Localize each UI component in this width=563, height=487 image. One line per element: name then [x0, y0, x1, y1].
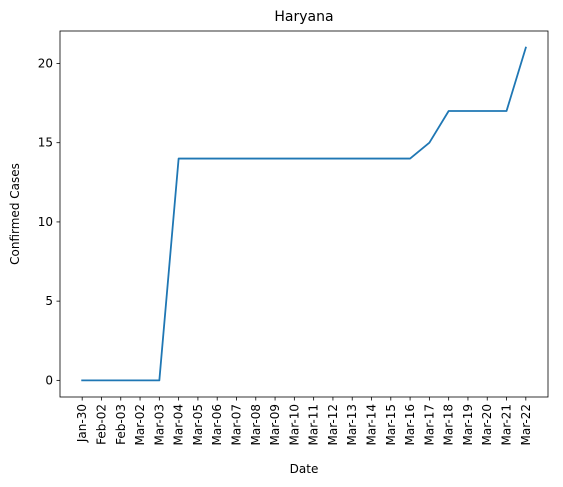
x-tick-label-17: Mar-16	[403, 404, 417, 445]
x-tick-label-14: Mar-13	[345, 404, 359, 445]
x-tick-label-18: Mar-17	[422, 404, 436, 445]
x-tick-label-4: Mar-03	[152, 404, 166, 445]
x-tick-label-5: Mar-04	[172, 404, 186, 445]
plot-area: 0 5 10 15 20 Jan-30 Feb-02 Feb-03 Mar-02 Mar-03 Ma…	[38, 30, 549, 445]
axes-frame	[59, 30, 549, 398]
x-tick-label-3: Mar-02	[133, 404, 147, 445]
x-tick-label-11: Mar-10	[287, 404, 301, 445]
y-tick-label-1: 5	[45, 294, 53, 308]
y-tick-label-3: 15	[38, 136, 53, 150]
x-tick-label-15: Mar-14	[365, 404, 379, 445]
x-tick-label-9: Mar-08	[249, 404, 263, 445]
y-tick-label-4: 20	[38, 56, 53, 70]
x-tick-label-23: Mar-22	[519, 404, 533, 445]
x-tick-label-12: Mar-11	[307, 404, 321, 445]
x-tick-label-13: Mar-12	[326, 404, 340, 445]
x-tick-label-19: Mar-18	[442, 404, 456, 445]
x-tick-label-7: Mar-06	[210, 404, 224, 445]
x-tick-label-1: Feb-02	[94, 404, 108, 445]
x-axis-label: Date	[290, 462, 319, 476]
x-tick-label-16: Mar-15	[384, 404, 398, 445]
x-tick-label-20: Mar-19	[461, 404, 475, 445]
x-tick-label-2: Feb-03	[114, 404, 128, 445]
y-tick-label-2: 10	[38, 215, 53, 229]
y-tick-label-0: 0	[45, 373, 53, 387]
x-tick-label-22: Mar-21	[500, 404, 514, 445]
x-tick-label-21: Mar-20	[480, 404, 494, 445]
y-axis-label: Confirmed Cases	[8, 163, 22, 265]
x-tick-label-8: Mar-07	[229, 404, 243, 445]
chart-title: Haryana	[274, 9, 333, 25]
x-tick-label-0: Jan-30	[75, 404, 89, 443]
x-tick-label-6: Mar-05	[191, 404, 205, 445]
x-tick-label-10: Mar-09	[268, 404, 282, 445]
series-line-0	[81, 46, 527, 382]
